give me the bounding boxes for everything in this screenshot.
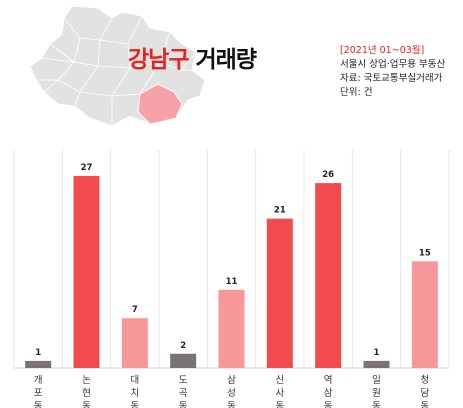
- data-label-9: 15: [419, 248, 431, 258]
- data-label-6: 21: [274, 206, 286, 216]
- data-label-8: 1: [374, 348, 380, 358]
- title-district: 강남구: [128, 47, 189, 73]
- source-label: 자료: 국토교통부실거래가: [340, 73, 443, 84]
- data-label-4: 2: [180, 341, 186, 351]
- bar-8: [363, 360, 390, 368]
- bar-1: [25, 360, 52, 368]
- data-label-1: 1: [35, 348, 41, 358]
- data-label-5: 11: [226, 277, 238, 287]
- bar-9: [411, 261, 438, 368]
- title-metric: 거래량: [195, 47, 257, 73]
- chart-title: 강남구 거래량: [128, 40, 257, 74]
- period-label: [2021년 01~03월]: [340, 45, 425, 56]
- bar-5: [218, 289, 245, 368]
- subject-label: 서울시 상업·업무용 부동산: [340, 59, 446, 70]
- data-label-3: 7: [132, 305, 138, 315]
- data-label-2: 27: [81, 163, 93, 173]
- seoul-district-map: [29, 5, 206, 127]
- bar-3: [121, 318, 148, 368]
- chart-info: [2021년 01~03월] 서울시 상업·업무용 부동산 자료: 국토교통부실…: [340, 44, 445, 100]
- bar-2: [73, 176, 100, 368]
- bar-6: [266, 218, 293, 368]
- bar-4: [170, 353, 197, 368]
- gangnam-highlight: [137, 83, 183, 125]
- bar-7: [315, 183, 342, 368]
- unit-label: 단위: 건: [340, 87, 373, 98]
- data-label-7: 26: [322, 170, 334, 180]
